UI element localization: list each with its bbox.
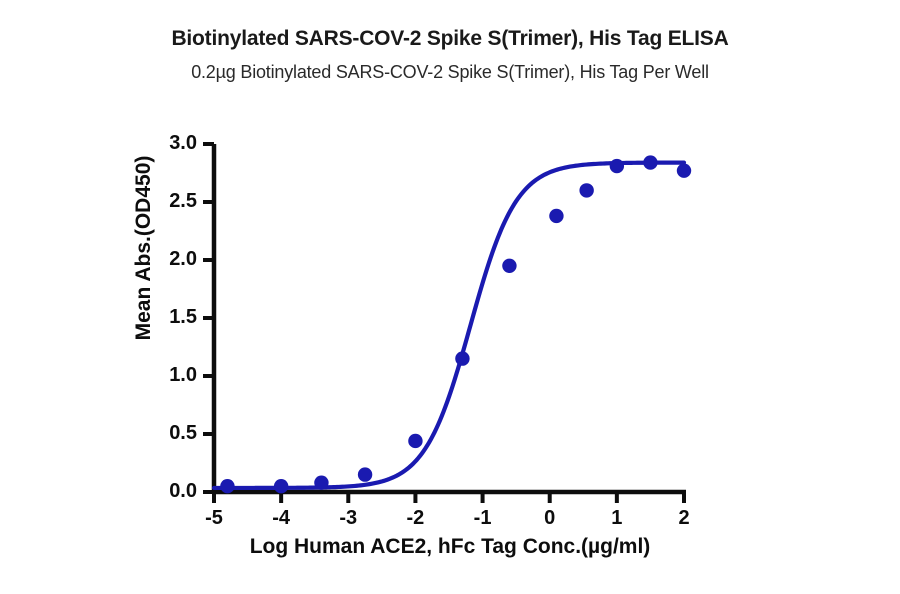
x-axis-title: Log Human ACE2, hFc Tag Conc.(µg/ml) xyxy=(249,535,651,558)
x-tick-label: -5 xyxy=(205,507,223,529)
data-point-group xyxy=(220,155,692,494)
data-point xyxy=(502,258,517,273)
x-tick-label: -2 xyxy=(406,507,425,529)
y-tick-label: 3.0 xyxy=(169,132,197,154)
data-point xyxy=(676,163,692,178)
data-point xyxy=(643,155,658,170)
y-tick-label: 0.5 xyxy=(169,422,197,444)
data-point xyxy=(314,475,329,490)
chart-subtitle: 0.2µg Biotinylated SARS-COV-2 Spike S(Tr… xyxy=(191,62,709,82)
y-tick-label: 1.5 xyxy=(169,306,197,328)
data-point xyxy=(357,467,373,482)
x-axis-ticks xyxy=(212,492,686,503)
y-tick-label: 2.5 xyxy=(169,190,197,212)
x-tick-label: 0 xyxy=(544,507,556,529)
data-point xyxy=(579,183,594,198)
x-tick-label: 2 xyxy=(678,507,690,529)
y-tick-label: 2.0 xyxy=(169,248,197,270)
data-point xyxy=(408,433,423,449)
x-tick-label: -3 xyxy=(339,507,358,529)
y-axis-ticks xyxy=(203,142,214,494)
y-tick-label: 0.0 xyxy=(169,480,197,502)
chart-title: Biotinylated SARS-COV-2 Spike S(Trimer),… xyxy=(171,27,729,50)
x-tick-label: 1 xyxy=(611,507,623,529)
data-point xyxy=(609,158,625,174)
data-point xyxy=(273,479,289,494)
data-point xyxy=(455,351,470,366)
x-tick-label: -1 xyxy=(473,507,492,529)
data-point xyxy=(549,208,564,224)
axis-lines xyxy=(211,144,686,495)
fit-curve xyxy=(211,160,687,491)
x-tick-label: -4 xyxy=(272,507,291,529)
data-point xyxy=(220,479,235,494)
y-tick-label: 1.0 xyxy=(169,364,197,386)
